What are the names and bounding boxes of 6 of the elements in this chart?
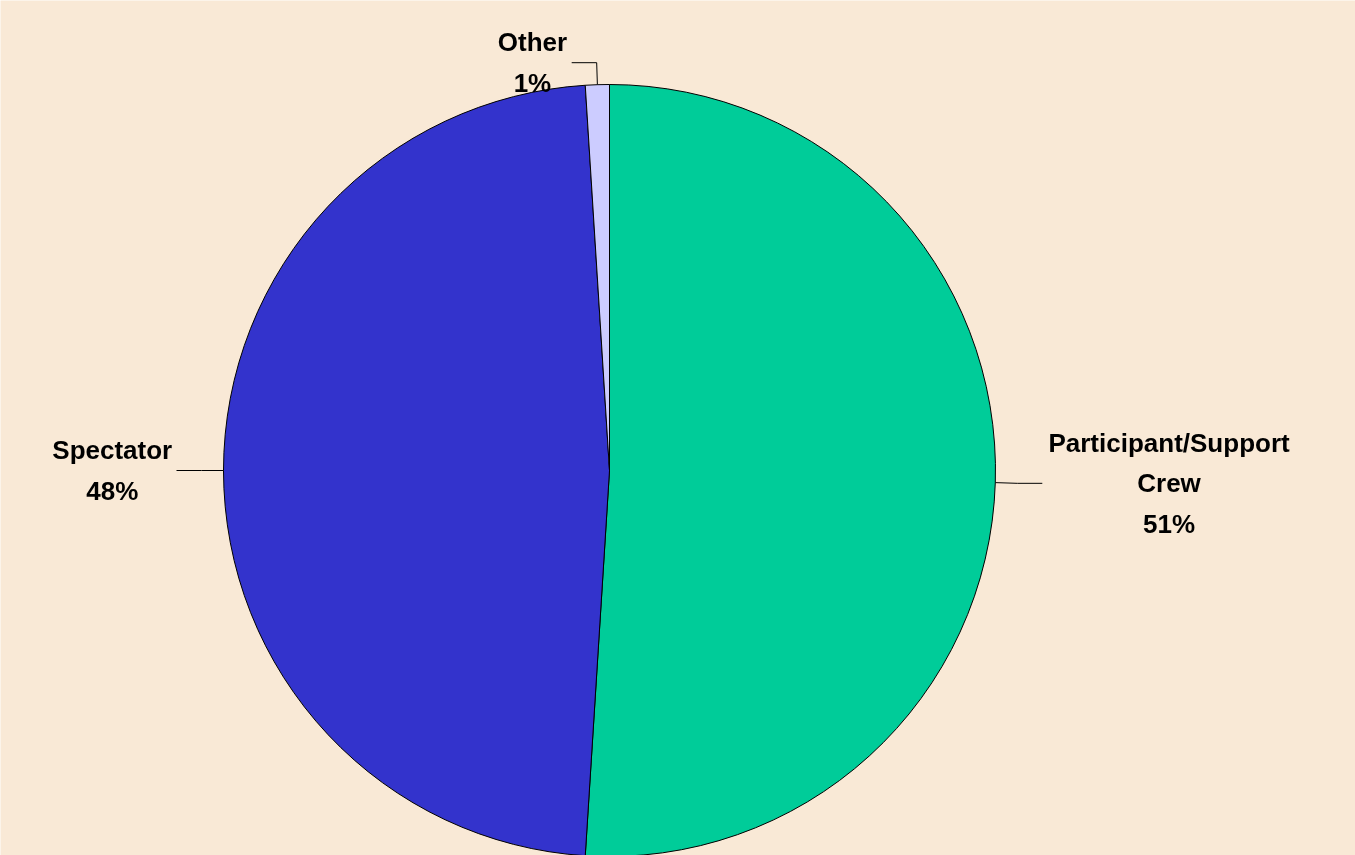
slice-label: Other xyxy=(497,27,568,58)
data-label: 48% xyxy=(86,475,139,506)
slice-label: Spectator xyxy=(52,435,173,466)
slice-label: Participant/Support Crew xyxy=(1048,427,1291,499)
data-label: 1% xyxy=(513,67,552,98)
data-label: 51% xyxy=(1143,508,1196,539)
